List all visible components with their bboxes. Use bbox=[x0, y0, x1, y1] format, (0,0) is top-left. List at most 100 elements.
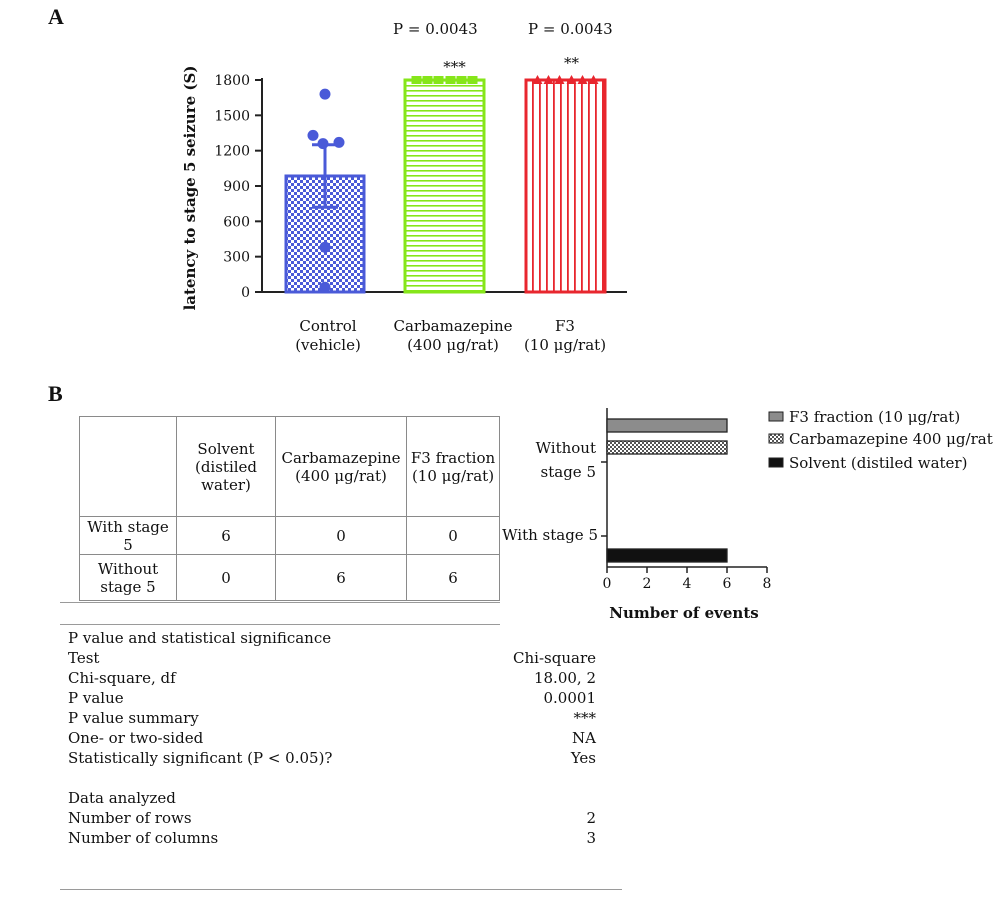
p-value-carbamazepine: P = 0.0043 bbox=[393, 20, 478, 38]
divider-line bbox=[60, 624, 500, 625]
data-point bbox=[319, 241, 331, 253]
y-tick-label: 600 bbox=[223, 214, 250, 230]
stats-row: Test Chi-square bbox=[68, 648, 596, 668]
group-label-f3: F3 (10 μg/rat) bbox=[510, 317, 620, 355]
data-point bbox=[411, 76, 422, 84]
y-tick-label: 1200 bbox=[214, 144, 250, 160]
p-value-f3: P = 0.0043 bbox=[528, 20, 613, 38]
x-tick-label: 0 bbox=[603, 576, 612, 592]
table-row-label: Without stage 5 bbox=[79, 554, 177, 601]
y-tick-label: 900 bbox=[223, 179, 250, 195]
y-tick-label: 1500 bbox=[214, 108, 250, 124]
table-row: Without stage 5 0 6 6 bbox=[79, 554, 500, 601]
y-tick-label: 300 bbox=[223, 250, 250, 266]
table-cell: 6 bbox=[406, 554, 500, 601]
divider-line bbox=[60, 889, 622, 890]
stats-row: P value summary *** bbox=[68, 708, 596, 728]
panel-a-label: A bbox=[48, 4, 64, 29]
group-label-control: Control (vehicle) bbox=[278, 317, 378, 355]
data-analyzed-title: Data analyzed bbox=[68, 789, 176, 807]
data-point bbox=[566, 75, 577, 84]
stats-value: *** bbox=[573, 709, 597, 727]
legend-swatch bbox=[768, 457, 784, 468]
stats-value: 0.0001 bbox=[543, 689, 597, 707]
category-label: With stage 5 bbox=[502, 526, 598, 544]
stats-key: Test bbox=[68, 649, 100, 667]
sig-mark-f3: ** bbox=[564, 54, 580, 72]
stats-title: P value and statistical significance bbox=[68, 629, 332, 647]
x-axis-label: Number of events bbox=[609, 604, 758, 622]
data-point bbox=[422, 76, 433, 84]
x-tick-label: 4 bbox=[683, 576, 692, 592]
category-label: stage 5 bbox=[541, 463, 596, 481]
table-cell: 0 bbox=[275, 516, 407, 555]
data-point bbox=[319, 88, 331, 100]
stats-row: One- or two-sided NA bbox=[68, 728, 596, 748]
stats-row: Statistically significant (P < 0.05)? Yes bbox=[68, 748, 596, 768]
legend-label: Solvent (distiled water) bbox=[789, 454, 967, 472]
stats-row: P value 0.0001 bbox=[68, 688, 596, 708]
stats-value: Yes bbox=[570, 749, 596, 767]
group-label-carbamazepine-line2: (400 μg/rat) bbox=[407, 336, 499, 354]
stats-key: Number of columns bbox=[68, 829, 219, 847]
data-point bbox=[543, 75, 554, 84]
legend-swatch bbox=[768, 411, 784, 422]
sig-mark-carbamazepine: *** bbox=[443, 58, 466, 76]
table-header-solvent: Solvent (distiled water) bbox=[176, 416, 276, 517]
bar-3 bbox=[606, 548, 728, 563]
category-label: Without bbox=[536, 439, 596, 457]
data-point bbox=[456, 76, 467, 84]
stats-value: 18.00, 2 bbox=[533, 669, 596, 687]
group-label-f3-line1: F3 bbox=[555, 317, 575, 335]
stats-value: NA bbox=[572, 729, 596, 747]
data-point bbox=[588, 75, 599, 84]
table-cell: 6 bbox=[275, 554, 407, 601]
stats-value: 3 bbox=[586, 829, 596, 847]
data-point bbox=[445, 76, 456, 84]
table-row-label: With stage 5 bbox=[79, 516, 177, 555]
data-point bbox=[532, 75, 543, 84]
table-header-empty bbox=[79, 416, 177, 517]
y-tick-label: 0 bbox=[241, 285, 250, 301]
group-label-control-line2: (vehicle) bbox=[295, 336, 361, 354]
data-point bbox=[577, 75, 588, 84]
group-label-carbamazepine: Carbamazepine (400 μg/rat) bbox=[383, 317, 523, 355]
table-header-f3: F3 fraction (10 μg/rat) bbox=[406, 416, 500, 517]
panel-b-label: B bbox=[48, 381, 63, 406]
contingency-table: Solvent (distiled water) Carbamazepine (… bbox=[79, 416, 500, 601]
data-point bbox=[317, 138, 329, 150]
x-tick-label: 8 bbox=[763, 576, 772, 592]
data-point bbox=[333, 136, 345, 148]
data-point bbox=[307, 129, 319, 141]
bar-2 bbox=[606, 440, 728, 455]
stats-key: Chi-square, df bbox=[68, 669, 176, 687]
data-point bbox=[467, 76, 478, 84]
divider-line bbox=[60, 602, 500, 603]
stats-row: Number of rows 2 bbox=[68, 808, 596, 828]
data-point bbox=[319, 281, 331, 293]
group-label-carbamazepine-line1: Carbamazepine bbox=[393, 317, 513, 335]
bar-3 bbox=[524, 78, 607, 294]
legend-swatch bbox=[768, 433, 784, 444]
stats-key: Number of rows bbox=[68, 809, 192, 827]
group-label-control-line1: Control bbox=[299, 317, 357, 335]
stats-key: Statistically significant (P < 0.05)? bbox=[68, 749, 333, 767]
data-point bbox=[433, 76, 444, 84]
stats-row: Chi-square, df 18.00, 2 bbox=[68, 668, 596, 688]
legend-label: Carbamazepine 400 μg/rat bbox=[789, 430, 993, 448]
stats-key: P value summary bbox=[68, 709, 199, 727]
stats-key: One- or two-sided bbox=[68, 729, 204, 747]
stats-row: Number of columns 3 bbox=[68, 828, 596, 848]
x-tick-label: 2 bbox=[643, 576, 652, 592]
data-point bbox=[554, 75, 565, 84]
x-tick-label: 6 bbox=[723, 576, 732, 592]
table-cell: 0 bbox=[176, 554, 276, 601]
bar-2 bbox=[403, 78, 486, 294]
stats-value: Chi-square bbox=[513, 649, 596, 667]
stats-key: P value bbox=[68, 689, 124, 707]
bar-1 bbox=[606, 418, 728, 433]
table-header-carbamazepine: Carbamazepine (400 μg/rat) bbox=[275, 416, 407, 517]
stats-value: 2 bbox=[586, 809, 596, 827]
y-axis-label: latency to stage 5 seizure (S) bbox=[181, 66, 199, 311]
